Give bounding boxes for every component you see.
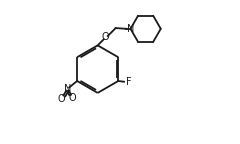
Text: O: O <box>102 32 109 42</box>
Text: N: N <box>127 24 134 34</box>
Text: F: F <box>126 77 132 87</box>
Text: O: O <box>68 93 76 103</box>
Text: O: O <box>57 94 65 104</box>
Text: N: N <box>64 84 72 94</box>
